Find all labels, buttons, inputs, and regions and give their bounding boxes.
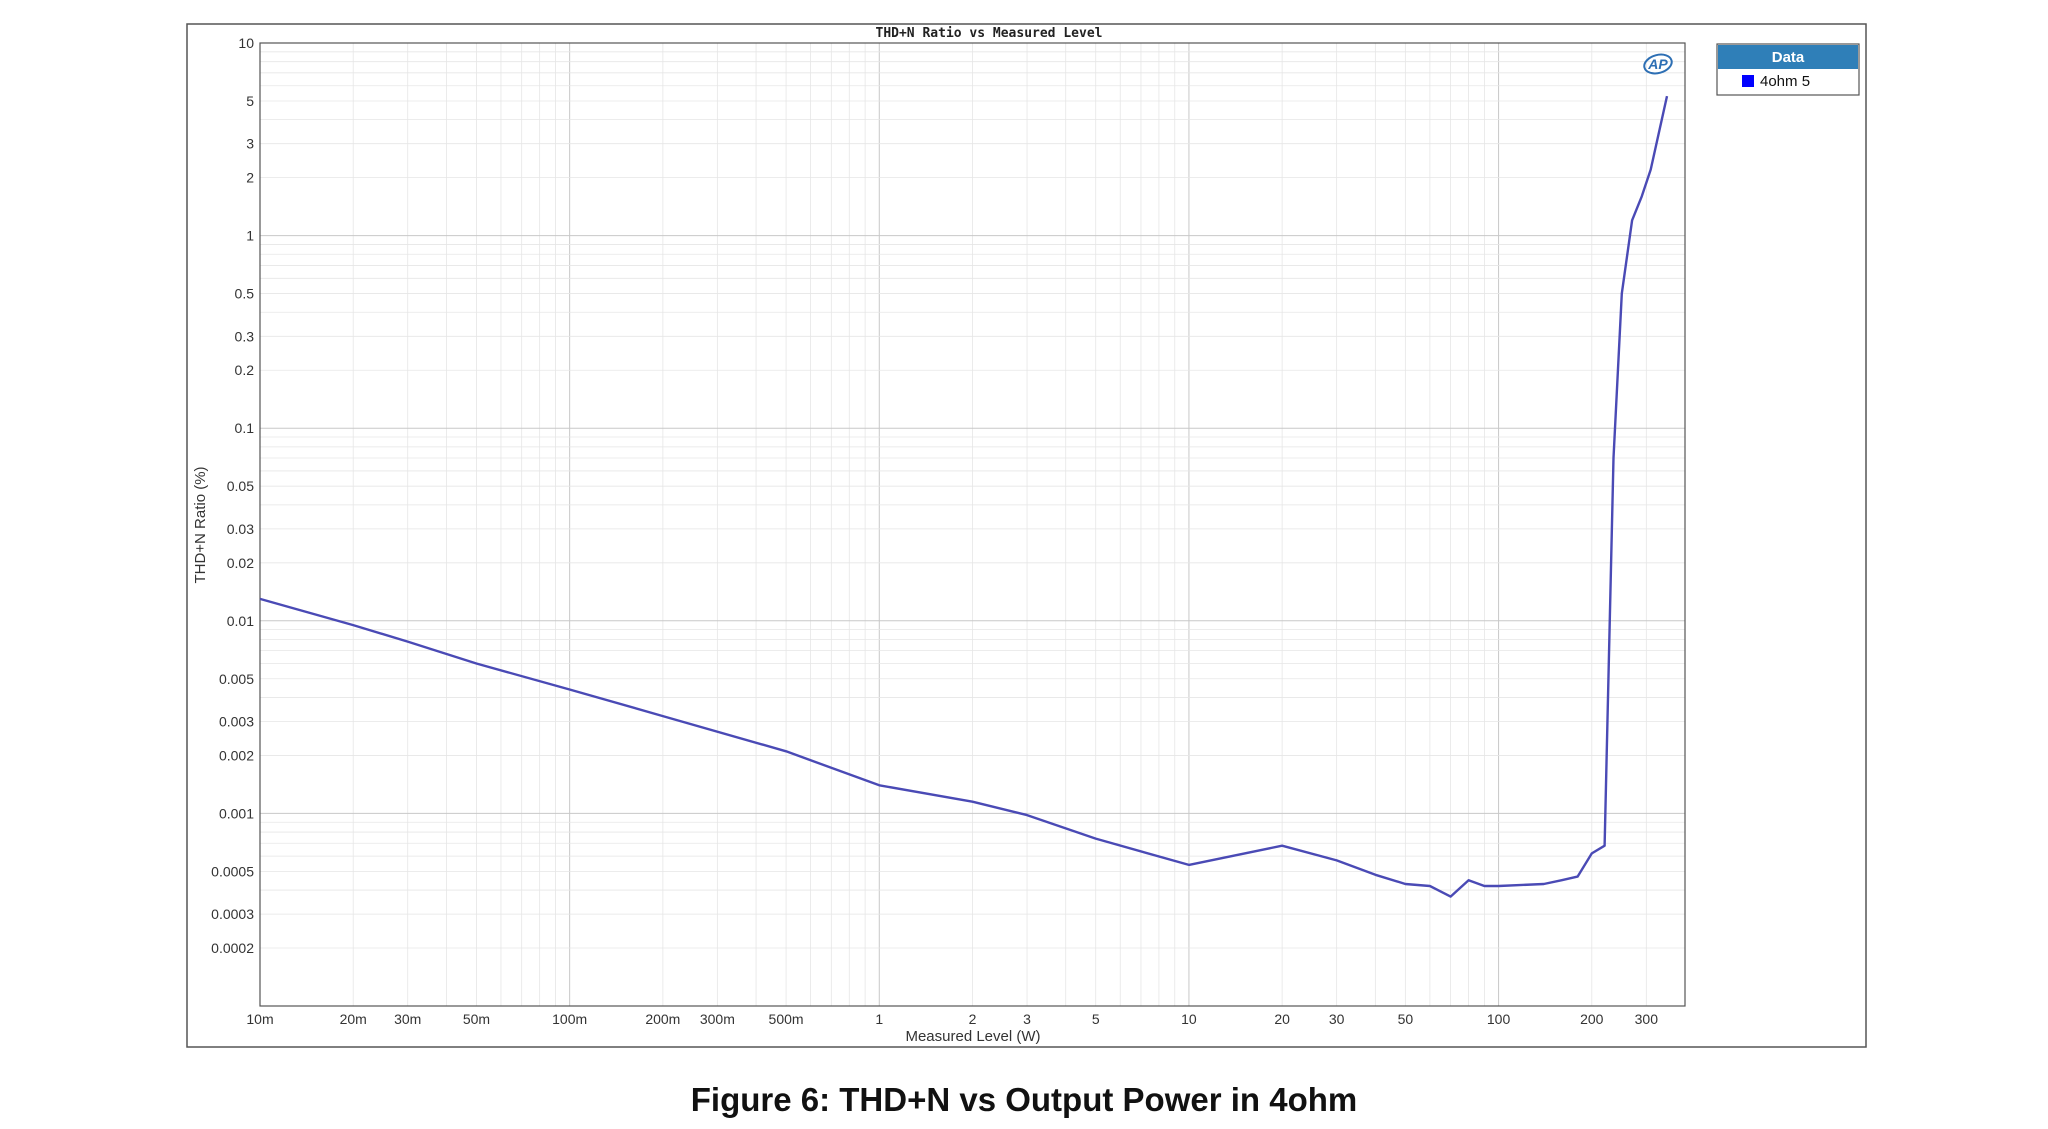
y-tick-label: 0.0003 [211, 906, 254, 922]
y-tick-label: 0.003 [219, 714, 254, 730]
x-tick-label: 50m [463, 1011, 490, 1027]
x-tick-label: 5 [1092, 1011, 1100, 1027]
chart-frame [186, 23, 1867, 1048]
x-tick-label: 100 [1487, 1011, 1511, 1027]
x-tick-label: 30 [1329, 1011, 1345, 1027]
y-axis-ticks: 10 5 3 2 1 0.5 0.3 0.2 0.1 0.05 0.03 0.02 0.01 0.005 0… [211, 35, 254, 956]
x-tick-label: 50 [1398, 1011, 1414, 1027]
x-tick-label: 100m [552, 1011, 587, 1027]
plot-area [259, 42, 1686, 1007]
x-tick-label: 200 [1580, 1011, 1604, 1027]
y-tick-label: 0.005 [219, 671, 254, 687]
chart-title: THD+N Ratio vs Measured Level [876, 26, 1103, 41]
y-tick-label: 0.001 [219, 805, 254, 821]
y-axis-title: THD+N Ratio (%) [192, 466, 209, 583]
y-tick-label: 0.1 [235, 420, 255, 436]
y-tick-label: 0.3 [235, 328, 255, 344]
series-line-4ohm-5 [259, 95, 1669, 898]
y-tick-label: 0.01 [227, 613, 254, 629]
x-axis-title: Measured Level (W) [905, 1028, 1040, 1045]
x-tick-label: 1 [875, 1011, 883, 1027]
x-tick-label: 20m [340, 1011, 367, 1027]
x-tick-label: 10 [1181, 1011, 1197, 1027]
y-tick-label: 0.02 [227, 555, 254, 571]
x-tick-label: 500m [769, 1011, 804, 1027]
y-tick-label: 3 [246, 136, 254, 152]
series-layer [259, 95, 1669, 898]
x-tick-label: 300m [700, 1011, 735, 1027]
y-tick-label: 10 [238, 35, 254, 51]
x-tick-label: 300 [1635, 1011, 1659, 1027]
figure-caption: Figure 6: THD+N vs Output Power in 4ohm [691, 1081, 1357, 1118]
x-axis-ticks: 10m 20m 30m 50m 100m 200m 300m 500m 1 2 3 5 10 20 30 50… [246, 1011, 1658, 1027]
legend-entry-label: 4ohm 5 [1760, 73, 1810, 90]
x-tick-label: 30m [394, 1011, 421, 1027]
y-tick-label: 0.03 [227, 521, 254, 537]
x-tick-label: 3 [1023, 1011, 1031, 1027]
y-tick-label: 2 [246, 170, 254, 186]
x-tick-label: 10m [246, 1011, 273, 1027]
legend-header [1718, 45, 1858, 69]
ap-logo-text: AP [1647, 56, 1668, 72]
legend-title: Data [1772, 49, 1805, 66]
y-tick-label: 5 [246, 93, 254, 109]
y-tick-label: 0.002 [219, 747, 254, 763]
legend-swatch [1742, 75, 1754, 87]
y-tick-label: 0.2 [235, 362, 255, 378]
y-tick-label: 0.5 [235, 286, 255, 302]
x-tick-label: 20 [1274, 1011, 1290, 1027]
y-tick-label: 0.0005 [211, 863, 254, 879]
legend: Data 4ohm 5 [1716, 43, 1860, 96]
y-tick-label: 0.05 [227, 478, 254, 494]
x-tick-label: 200m [645, 1011, 680, 1027]
ap-logo: AP [1643, 53, 1673, 75]
x-tick-label: 2 [969, 1011, 977, 1027]
y-tick-label: 0.0002 [211, 940, 254, 956]
y-tick-label: 1 [246, 228, 254, 244]
